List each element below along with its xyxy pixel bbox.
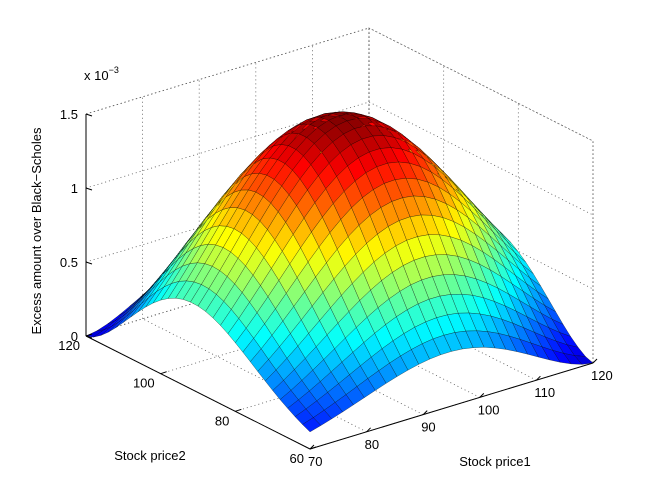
x-tick-mark	[366, 427, 371, 433]
axis-labels: Excess amount over Black−Scholes Stock p…	[29, 65, 531, 469]
right-wall	[368, 27, 594, 364]
x-tick-label: 90	[421, 420, 435, 435]
x-tick-mark	[536, 375, 541, 381]
x-tick-mark	[422, 410, 428, 415]
z-tick-label: 1	[71, 181, 78, 196]
x-axis-line	[309, 362, 594, 450]
z-tick-mark	[85, 113, 93, 117]
x-tick-mark	[592, 358, 598, 364]
y-tick-label: 120	[58, 338, 80, 353]
y-tick-mark	[85, 333, 93, 337]
y-tick-label: 60	[290, 451, 304, 466]
y-axis-line	[85, 335, 311, 450]
x-tick-label: 80	[365, 437, 379, 452]
y-tick-mark	[309, 446, 317, 450]
y-tick-label: 80	[215, 413, 229, 428]
surface-patch	[574, 355, 594, 365]
z-exponent-label: x 10−3	[84, 65, 119, 83]
z-tick-label: 1.5	[60, 107, 78, 122]
z-axis-label: Excess amount over Black−Scholes	[29, 127, 44, 335]
y-axis-label: Stock price2	[114, 448, 186, 463]
z-tick-label: 0.5	[60, 255, 78, 270]
z-tick-mark	[85, 335, 93, 339]
surface-mesh	[85, 111, 594, 433]
z-tick-mark	[85, 187, 93, 191]
x-tick-label: 70	[308, 454, 322, 469]
y-tick-label: 100	[133, 376, 155, 391]
y-tick-mark	[160, 371, 167, 375]
x-tick-label: 100	[478, 402, 500, 417]
x-tick-label: 110	[534, 385, 555, 400]
x-axis-label: Stock price1	[459, 454, 531, 469]
x-tick-label: 120	[591, 368, 613, 383]
x-tick-mark	[479, 393, 485, 398]
z-tick-mark	[85, 261, 93, 265]
z-tick-label: 0	[71, 329, 78, 344]
y-tick-mark	[235, 408, 242, 412]
axes: 0 0.5 1 1.5 70 80 90 100 110 120 60 80 100 120	[58, 107, 612, 469]
